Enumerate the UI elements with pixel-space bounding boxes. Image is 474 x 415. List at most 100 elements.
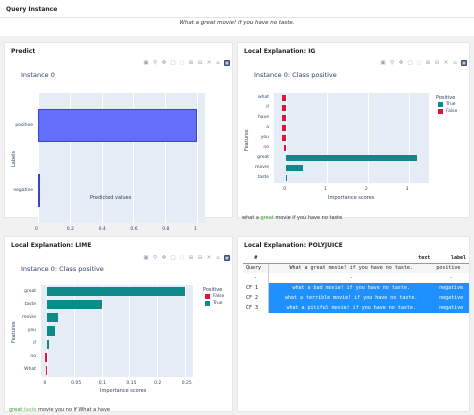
bar-movie[interactable] [286, 165, 303, 171]
predict-modebar: ▣ ⚲ ✥ ▢ ◌ ⊞ ⊟ ✕ ⌂ ▦ [143, 60, 230, 66]
table-row[interactable]: CF 3 what a pitiful movie! if you have n… [243, 303, 469, 313]
y-tick-label: if [266, 105, 269, 110]
gridline [101, 93, 103, 223]
query-instance-card: Query Instance What a great movie! if yo… [0, 0, 474, 36]
y-tick-label: taste [24, 301, 36, 307]
bar-have[interactable] [282, 115, 287, 121]
reset-icon[interactable]: ⌂ [216, 255, 220, 261]
pan-icon[interactable]: ✥ [161, 255, 167, 261]
bar-taste[interactable] [46, 300, 102, 310]
row-name: Query [243, 263, 270, 273]
bar-negative[interactable] [38, 174, 40, 207]
bar-no[interactable] [284, 145, 287, 151]
bar-no[interactable] [44, 352, 47, 362]
ig-legend-false[interactable]: False [438, 109, 457, 114]
lasso-icon[interactable]: ◌ [179, 60, 185, 66]
x-tick-label: 1 [194, 227, 197, 232]
ig-card: Local Explanation: IG ▣ ⚲ ✥ ▢ ◌ ⊞ ⊟ ✕ ⌂ ▦ Instanc… [237, 42, 470, 221]
zoom-out-icon[interactable]: ⊟ [434, 60, 440, 66]
bar-if[interactable] [282, 105, 287, 111]
bar-taste[interactable] [286, 175, 288, 181]
plotly-logo-icon[interactable]: ▦ [224, 255, 230, 261]
zoom-in-icon[interactable]: ⊞ [188, 255, 194, 261]
legend-label: False [213, 294, 225, 299]
zoom-icon[interactable]: ⚲ [152, 255, 158, 261]
bar-you[interactable] [282, 135, 287, 141]
row-name: - [243, 273, 270, 283]
pan-icon[interactable]: ✥ [161, 60, 167, 66]
table-header-row: # text label [243, 253, 469, 264]
explain-prefix: what a [242, 215, 261, 221]
row-text: what a bad movie! if you have no taste. [268, 283, 434, 293]
zoom-in-icon[interactable]: ⊞ [188, 60, 194, 66]
box-select-icon[interactable]: ▢ [170, 60, 176, 66]
ig-modebar: ▣ ⚲ ✥ ▢ ◌ ⊞ ⊟ ✕ ⌂ ▦ [380, 60, 467, 66]
zoom-icon[interactable]: ⚲ [152, 60, 158, 66]
bar-what[interactable] [282, 95, 287, 101]
autoscale-icon[interactable]: ✕ [206, 255, 212, 261]
plotly-logo-icon[interactable]: ▦ [461, 60, 467, 66]
y-tick-label: no [263, 145, 269, 150]
gridline [129, 285, 131, 377]
lime-card: Local Explanation: LIME ▣ ⚲ ✥ ▢ ◌ ⊞ ⊟ ✕ ⌂ ▦ Insta… [4, 236, 233, 413]
autoscale-icon[interactable]: ✕ [443, 60, 449, 66]
plotly-logo-icon[interactable]: ▦ [224, 60, 230, 66]
y-tick-label: negative [13, 187, 33, 193]
pan-icon[interactable]: ✥ [398, 60, 404, 66]
lime-legend-false[interactable]: False [205, 294, 224, 299]
x-tick-label: 2 [364, 187, 368, 192]
camera-icon[interactable]: ▣ [143, 60, 149, 66]
explain-suffix: movie if you have no taste [273, 215, 343, 221]
zoom-out-icon[interactable]: ⊟ [197, 255, 203, 261]
polyjuice-card: Local Explanation: POLYJUICE # text labe… [237, 236, 470, 412]
lime-legend-true[interactable]: True [205, 301, 223, 306]
gridline [157, 285, 159, 377]
x-tick-label: 0 [283, 187, 287, 192]
legend-swatch [438, 109, 443, 114]
x-tick-label: 0.1 [98, 381, 106, 386]
lasso-icon[interactable]: ◌ [179, 255, 185, 261]
ig-plot-area[interactable] [274, 93, 429, 183]
bar-movie[interactable] [46, 313, 58, 323]
bar-great[interactable] [46, 286, 185, 297]
predict-plot-area[interactable] [38, 93, 205, 223]
zoom-in-icon[interactable]: ⊞ [425, 60, 431, 66]
ig-legend-true[interactable]: True [438, 102, 456, 107]
lime-plot-area[interactable] [41, 285, 193, 377]
ig-legend-title: Positive [436, 95, 456, 101]
bar-What[interactable] [45, 365, 47, 376]
x-tick-label: 0.25 [181, 381, 192, 386]
explain-highlight-2: taste [22, 407, 37, 413]
gridline [38, 93, 39, 223]
lasso-icon[interactable]: ◌ [416, 60, 422, 66]
box-select-icon[interactable]: ▢ [170, 255, 176, 261]
camera-icon[interactable]: ▣ [143, 255, 149, 261]
counterfactual-table: # text label Query What a great movie! i… [243, 253, 469, 313]
table-row[interactable]: CF 2 what a terrible movie! if you have … [243, 293, 469, 303]
zoom-out-icon[interactable]: ⊟ [197, 60, 203, 66]
polyjuice-title: Local Explanation: POLYJUICE [244, 242, 343, 249]
bar-a[interactable] [282, 125, 287, 131]
y-tick-label: have [257, 115, 269, 120]
autoscale-icon[interactable]: ✕ [206, 60, 212, 66]
lime-legend-title: Positive [203, 287, 223, 293]
table-row[interactable]: CF 1 what a bad movie! if you have no ta… [243, 283, 469, 293]
reset-icon[interactable]: ⌂ [216, 60, 220, 66]
lime-x-axis-title: Importance scores [100, 388, 147, 394]
legend-swatch [205, 294, 210, 299]
bar-positive[interactable] [38, 109, 198, 142]
reset-icon[interactable]: ⌂ [453, 60, 457, 66]
camera-icon[interactable]: ▣ [380, 60, 386, 66]
row-label: - [449, 275, 453, 281]
y-tick-label: you [260, 135, 269, 140]
zoom-icon[interactable]: ⚲ [389, 60, 395, 66]
bar-you[interactable] [46, 326, 55, 336]
row-label: positive [433, 263, 469, 273]
bar-if[interactable] [46, 339, 50, 349]
bar-great[interactable] [286, 155, 417, 161]
y-tick-label: What [24, 367, 36, 373]
ig-title: Local Explanation: IG [244, 48, 316, 55]
divider [0, 17, 474, 18]
row-label: negative [433, 293, 469, 303]
box-select-icon[interactable]: ▢ [407, 60, 413, 66]
